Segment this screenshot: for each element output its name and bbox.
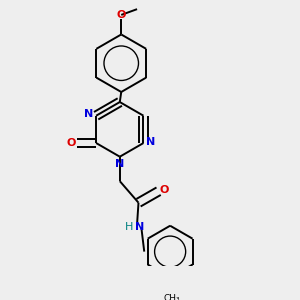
Text: N: N [135,222,145,232]
Text: N: N [84,109,94,119]
Text: H: H [125,222,133,232]
Text: O: O [67,138,76,148]
Text: O: O [159,185,169,195]
Text: O: O [117,10,126,20]
Text: N: N [115,159,124,169]
Text: CH₃: CH₃ [163,294,180,300]
Text: N: N [146,136,155,147]
